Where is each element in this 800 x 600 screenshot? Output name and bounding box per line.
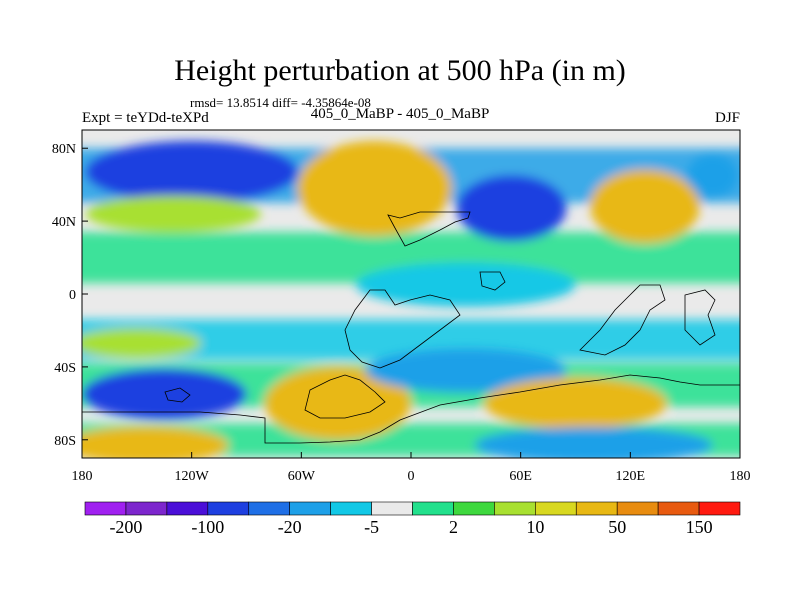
coastline-north-africa [387,211,471,247]
field-blob-8 [82,427,229,458]
field-blob-1 [85,195,262,233]
colorbar-swatch [616,501,659,516]
x-tick-label: 60E [509,469,532,484]
colorbar-label: -20 [277,517,302,537]
x-tick-label: 0 [408,469,415,484]
field-blob-13 [356,263,576,307]
x-tick-label: 120W [175,469,210,484]
y-tick-label: 80S [54,434,76,449]
field-blob-4 [590,170,700,243]
field-blob-9 [264,366,411,440]
colorbar-label: -5 [364,517,380,537]
colorbar-swatch [289,501,331,516]
colorbar-swatch [453,501,495,516]
field-blob-5 [686,153,739,198]
colorbar-swatch [330,501,372,516]
experiment-label: Expt = teYDd-teXPd [82,110,209,126]
stats-label: rmsd= 13.8514 diff= -4.35864e-08 [190,95,371,110]
field-blob-12 [475,427,713,458]
y-tick-label: 0 [69,288,76,303]
coastline-subantarctic [164,387,191,403]
coastline-africa [344,289,461,369]
x-tick-label: 180 [72,469,93,484]
season-label: DJF [714,110,740,126]
axes: 180 120W 60W 0 60E 120E 180 80N 40N 0 40S 80S [52,142,751,484]
colorbar-label: 2 [448,517,458,537]
case-label: 405_0_MaBP - 405_0_MaBP [310,106,490,122]
coastlines [82,211,740,444]
colorbar-swatch [494,501,536,516]
coastline-arabia [479,271,506,291]
colorbar-label: -200 [109,517,143,537]
colorbar-swatch [248,501,290,516]
coastline-maritime [579,284,666,356]
colorbar-swatch [371,501,413,516]
chart-title: Height perturbation at 500 hPa (in m) [174,54,626,87]
field-blob-3 [456,175,567,242]
x-tick-label: 180 [730,469,751,484]
colorbar-swatch [166,501,209,516]
colorbar-swatch [575,501,618,516]
field-contours [82,140,740,458]
field-blob-6 [82,328,201,358]
field-blob-0 [85,140,298,203]
colorbar-swatch [657,501,700,516]
colorbar-swatch [535,501,577,516]
coastline-australia [684,289,716,346]
coastline-antarctica [82,374,740,444]
colorbar-swatch [698,501,741,516]
colorbar-label: 150 [685,517,713,537]
colorbar [84,501,741,516]
y-tick-label: 40S [54,361,76,376]
x-tick-label: 120E [616,469,646,484]
colorbar-swatch [207,501,250,516]
field-blob-7 [82,368,247,420]
field-blob-10 [365,348,567,393]
colorbar-label: 10 [526,517,545,537]
coastline-south-america [304,374,386,419]
y-tick-label: 80N [52,142,76,157]
colorbar-swatch [412,501,454,516]
x-tick-label: 60W [288,469,316,484]
colorbar-label: -100 [191,517,225,537]
field-blob-11 [484,377,667,429]
colorbar-label: 50 [608,517,627,537]
colorbar-swatch [125,501,168,516]
field-blob-2 [297,140,452,236]
colorbar-swatch [84,501,127,516]
y-tick-label: 40N [52,215,76,230]
